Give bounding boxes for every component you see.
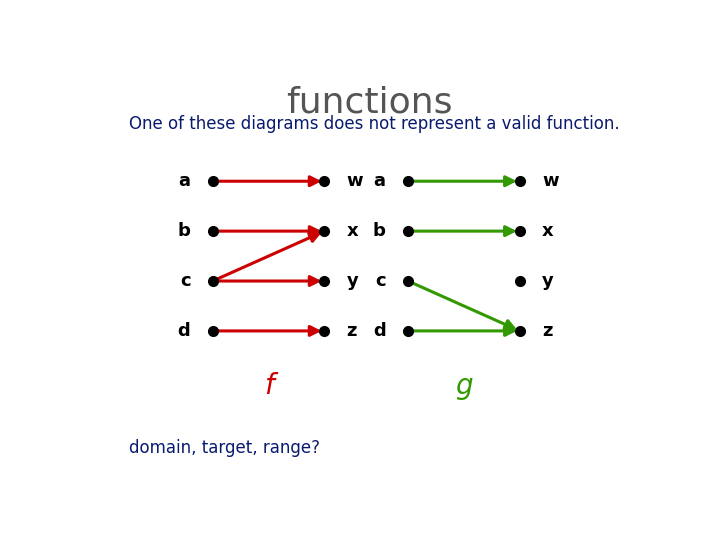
Text: One of these diagrams does not represent a valid function.: One of these diagrams does not represent… — [129, 114, 620, 133]
Text: y: y — [542, 272, 554, 290]
Text: f: f — [264, 373, 274, 401]
Text: d: d — [373, 322, 386, 340]
Text: c: c — [180, 272, 190, 290]
Text: x: x — [542, 222, 554, 240]
Text: domain, target, range?: domain, target, range? — [129, 439, 320, 457]
Text: c: c — [375, 272, 386, 290]
Text: w: w — [542, 172, 559, 190]
Text: a: a — [374, 172, 386, 190]
Text: z: z — [542, 322, 552, 340]
Text: z: z — [347, 322, 357, 340]
Text: y: y — [347, 272, 359, 290]
Text: a: a — [179, 172, 190, 190]
Text: x: x — [347, 222, 359, 240]
Text: d: d — [178, 322, 190, 340]
Text: b: b — [178, 222, 190, 240]
Text: b: b — [373, 222, 386, 240]
Text: g: g — [455, 373, 472, 401]
Text: functions: functions — [286, 85, 452, 119]
Text: w: w — [347, 172, 364, 190]
